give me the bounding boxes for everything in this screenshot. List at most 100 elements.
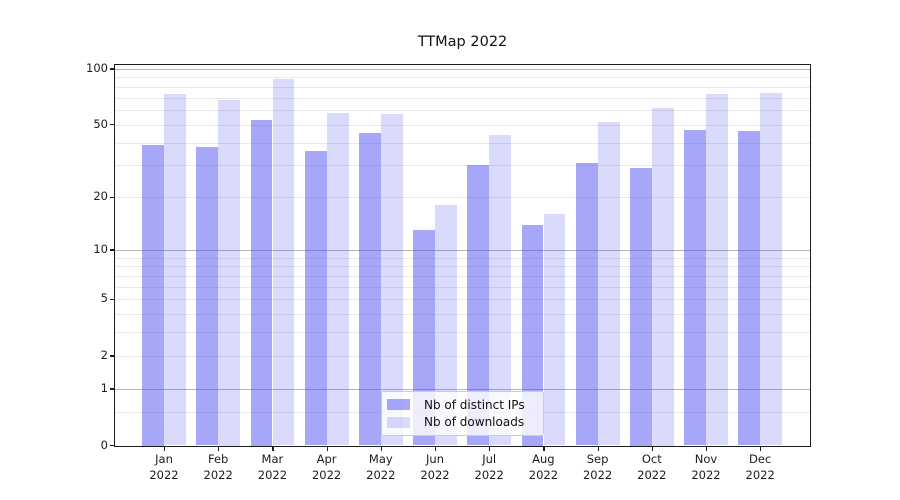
bar-jan-distinct-ips [142,144,164,446]
gridline-minor [115,142,810,144]
legend-row-distinct-ips: Nb of distinct IPs [387,398,537,412]
x-tick-label-line: Oct [641,452,662,466]
legend: Nb of distinct IPs Nb of downloads [381,391,544,436]
gridline-major [115,388,810,390]
x-tick-label-apr: Apr 2022 [299,452,355,483]
x-tick-label-may: May 2022 [353,452,409,483]
x-tick-mark [706,447,708,451]
x-tick-label-line: Apr [316,452,337,466]
x-tick-label-line: Sep [586,452,609,466]
bar-mar-downloads [272,79,295,446]
x-tick-label-line: Aug [532,452,555,466]
x-tick-label-line: 2022 [474,467,504,482]
gridline-minor [115,77,810,79]
x-tick-label-line: Mar [261,452,284,466]
y-tick-label: 10 [93,241,108,256]
gridline-minor [115,197,810,199]
gridline-minor [115,275,810,277]
chart-title: TTMap 2022 [417,34,508,50]
y-tick-label: 2 [100,347,108,362]
x-tick-mark [760,447,762,451]
y-tick-mark [110,68,114,70]
y-tick-label: 50 [93,116,108,131]
x-tick-label-dec: Dec 2022 [732,452,788,483]
x-tick-mark [435,447,437,451]
x-tick-label-line: 2022 [149,467,179,482]
gridline-minor [115,286,810,288]
gridline-minor [115,110,810,112]
x-tick-label-line: Dec [749,452,772,466]
bar-aug-distinct-ips [521,224,544,446]
x-tick-label-nov: Nov 2022 [678,452,734,483]
x-tick-label-line: 2022 [420,467,450,482]
bar-apr-downloads [326,112,349,446]
gridline-minor [115,355,810,357]
bar-apr-distinct-ips [304,150,327,446]
x-tick-mark [489,447,491,451]
x-tick-mark [651,447,653,451]
x-tick-label-aug: Aug 2022 [515,452,571,483]
x-tick-label-oct: Oct 2022 [624,452,680,483]
x-tick-label-jul: Jul 2022 [461,452,517,483]
y-tick-mark [110,196,114,198]
y-tick-label: 5 [100,291,108,306]
gridline-minor [115,165,810,167]
legend-swatch-downloads [387,416,410,428]
bar-may-distinct-ips [359,133,381,446]
x-tick-label-jun: Jun 2022 [407,452,463,483]
x-tick-mark [597,447,599,451]
x-tick-label-line: 2022 [203,467,233,482]
y-tick-mark [110,124,114,126]
gridline-major [115,249,810,251]
x-tick-label-line: 2022 [637,467,667,482]
gridline-minor [115,332,810,334]
legend-swatch-distinct-ips [387,399,410,411]
legend-label-downloads: Nb of downloads [424,415,525,430]
gridline-minor [115,266,810,268]
x-tick-label-jan: Jan 2022 [136,452,192,483]
x-tick-label-line: 2022 [528,467,559,482]
gridline-major [115,68,810,70]
x-tick-mark [164,447,166,451]
gridline-minor [115,257,810,259]
y-tick-mark [110,445,114,447]
bar-sep-downloads [597,121,620,446]
bar-dec-downloads [760,93,783,446]
bar-jul-distinct-ips [467,165,490,446]
y-tick-label: 100 [86,60,108,75]
bar-sep-distinct-ips [575,162,598,446]
x-tick-label-line: 2022 [745,467,775,482]
x-tick-label-line: Nov [694,452,718,466]
gridline-minor [115,86,810,88]
x-tick-mark [272,447,274,451]
y-tick-label: 0 [100,437,108,452]
gridline-minor [115,314,810,316]
x-tick-label-line: May [368,452,393,466]
x-tick-mark [218,447,220,451]
bar-jun-downloads [435,205,457,446]
y-tick-label: 20 [93,189,108,204]
legend-row-downloads: Nb of downloads [387,415,537,429]
y-tick-label: 1 [100,380,108,395]
bar-nov-downloads [706,94,728,446]
x-tick-label-line: 2022 [257,467,288,482]
bar-nov-distinct-ips [684,129,706,446]
legend-label-distinct-ips: Nb of distinct IPs [424,397,525,412]
bar-feb-downloads [218,100,241,446]
bar-may-downloads [381,114,403,446]
x-tick-label-line: 2022 [311,467,342,482]
bar-jul-downloads [489,134,512,446]
gridline-minor [115,124,810,126]
bar-aug-downloads [543,214,566,446]
x-tick-mark [380,447,382,451]
x-tick-mark [543,447,545,451]
bar-oct-distinct-ips [630,168,652,446]
x-tick-label-sep: Sep 2022 [570,452,626,483]
x-tick-label-line: Feb [208,452,229,466]
x-tick-mark [326,447,328,451]
bar-feb-distinct-ips [196,146,219,446]
x-tick-label-line: 2022 [691,467,721,482]
bar-dec-distinct-ips [738,131,761,446]
x-tick-label-line: 2022 [366,467,396,482]
